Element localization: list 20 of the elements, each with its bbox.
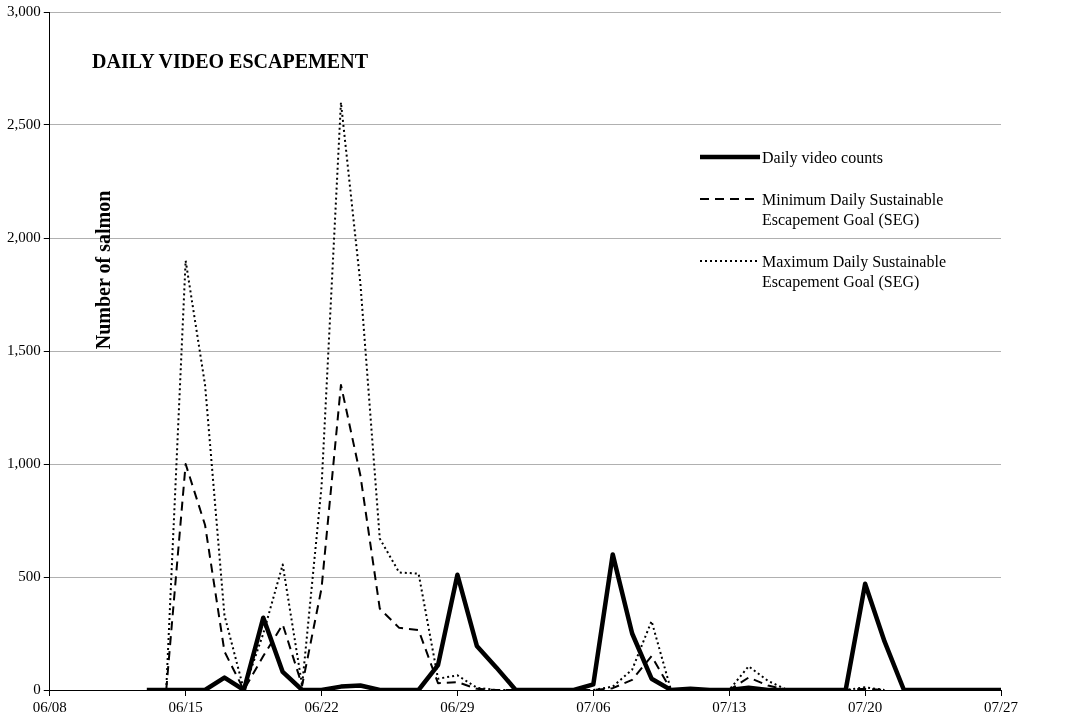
legend-label: Daily video counts — [762, 148, 883, 168]
y-axis-title: Number of salmon — [91, 190, 115, 350]
y-tick-label: 0 — [33, 680, 41, 697]
x-tick-label: 06/15 — [168, 698, 203, 715]
x-tick-label: 07/13 — [712, 698, 747, 715]
legend-label: Maximum Daily Sustainable Escapement Goal (SEG) — [762, 252, 947, 292]
x-tick-label: 07/20 — [848, 698, 883, 715]
y-tick-label: 1,000 — [7, 454, 41, 471]
x-tick-label: 07/27 — [983, 698, 1019, 715]
y-tick-label: 1,500 — [7, 341, 41, 358]
y-tick-label: 3,000 — [7, 2, 41, 19]
x-tick-label: 06/22 — [304, 698, 339, 715]
text: DAILY VIDEO ESCAPEMENT — [92, 50, 368, 73]
y-tick-label: 2,500 — [7, 115, 41, 132]
y-tick-label: 2,000 — [7, 228, 41, 245]
x-tick-label: 06/08 — [32, 698, 67, 715]
y-tick-label: 500 — [18, 567, 41, 584]
x-tick-label: 07/06 — [576, 698, 611, 715]
x-tick-label: 06/29 — [440, 698, 475, 715]
legend-label: Minimum Daily Sustainable Escapement Goal (SEG) — [762, 190, 945, 230]
